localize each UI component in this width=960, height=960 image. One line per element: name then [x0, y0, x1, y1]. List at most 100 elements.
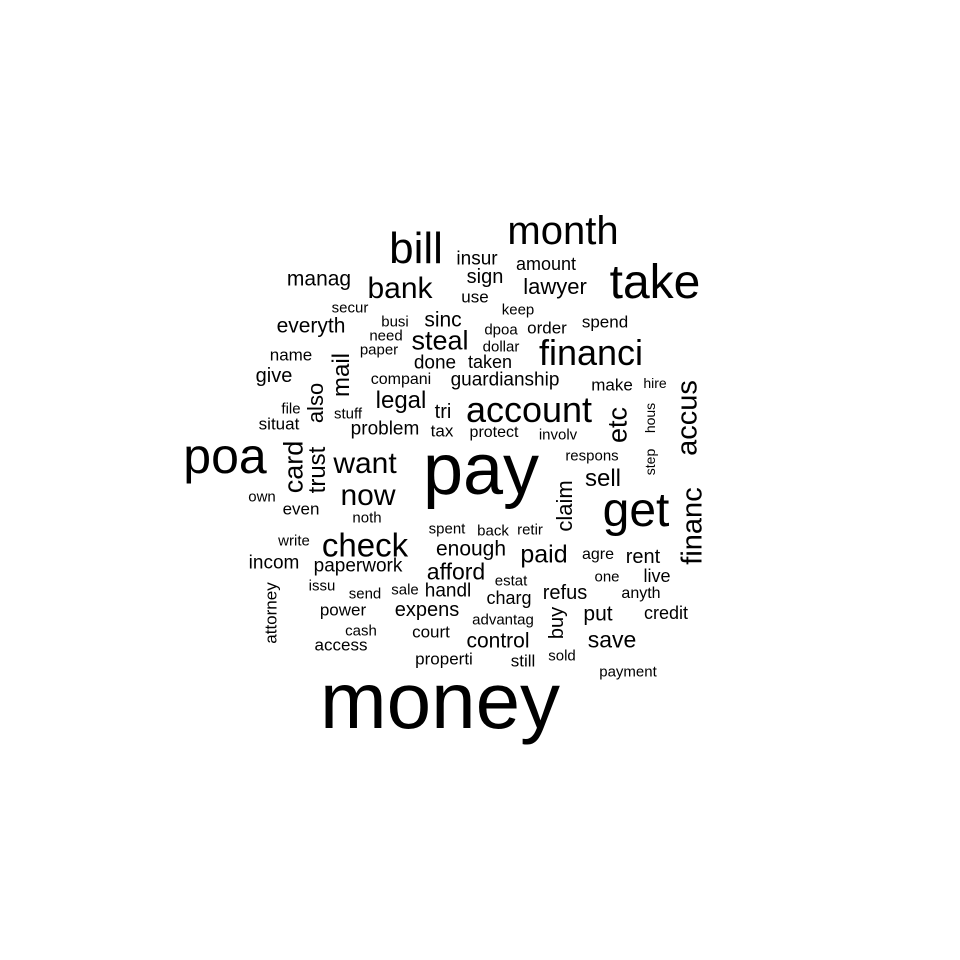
- word-one: one: [594, 568, 620, 586]
- word-now: now: [340, 479, 396, 512]
- word-take: take: [609, 256, 701, 309]
- word-claim: claim: [552, 480, 577, 532]
- word-payment: payment: [599, 663, 657, 681]
- word-want: want: [333, 447, 397, 480]
- word-tri: tri: [434, 401, 452, 423]
- word-spend: spend: [581, 312, 629, 332]
- word-write: write: [278, 532, 310, 550]
- word-anyth: anyth: [621, 585, 661, 602]
- word-trust: trust: [304, 446, 331, 494]
- word-also: also: [303, 382, 328, 424]
- word-guardianship: guardianship: [450, 369, 560, 391]
- word-lawyer: lawyer: [523, 274, 587, 299]
- word-problem: problem: [350, 418, 420, 440]
- word-sinc: sinc: [424, 308, 462, 332]
- word-paperwork: paperwork: [313, 555, 403, 577]
- word-account: account: [465, 389, 593, 430]
- word-sold: sold: [548, 647, 576, 665]
- word-money: money: [319, 656, 561, 745]
- word-afford: afford: [426, 558, 486, 585]
- word-file: file: [281, 400, 301, 418]
- word-power: power: [319, 600, 367, 620]
- word-stuff: stuff: [333, 405, 363, 423]
- word-manag: manag: [286, 267, 352, 291]
- word-incom: incom: [248, 552, 300, 574]
- word-accus: accus: [671, 380, 704, 456]
- word-need: need: [369, 327, 403, 345]
- word-use: use: [461, 287, 489, 307]
- word-advantag: advantag: [472, 611, 534, 629]
- word-own: own: [248, 488, 276, 506]
- word-step: step: [642, 448, 658, 476]
- word-bill: bill: [389, 224, 443, 273]
- word-still: still: [510, 651, 536, 671]
- word-access: access: [314, 635, 368, 655]
- word-tax: tax: [430, 421, 454, 441]
- word-everyth: everyth: [276, 314, 346, 338]
- word-respons: respons: [565, 447, 619, 465]
- word-mail: mail: [328, 352, 355, 398]
- word-paid: paid: [520, 540, 568, 569]
- word-credit: credit: [643, 603, 689, 623]
- word-back: back: [477, 522, 509, 540]
- word-hous: hous: [642, 402, 658, 434]
- word-even: even: [282, 499, 320, 519]
- word-involv: involv: [538, 426, 578, 444]
- word-paper: paper: [359, 341, 399, 359]
- word-sign: sign: [466, 266, 504, 288]
- word-hire: hire: [643, 375, 667, 391]
- word-financi: financi: [538, 332, 644, 373]
- word-attorney: attorney: [261, 582, 281, 644]
- word-amount: amount: [515, 254, 577, 274]
- word-refus: refus: [542, 582, 588, 604]
- word-get: get: [602, 484, 670, 537]
- word-control: control: [466, 629, 530, 653]
- word-poa: poa: [183, 428, 267, 484]
- word-sale: sale: [391, 581, 419, 599]
- word-financ: financ: [676, 487, 709, 565]
- word-situat: situat: [258, 414, 300, 434]
- word-check: check: [321, 526, 409, 564]
- word-bank: bank: [367, 272, 433, 305]
- word-steal: steal: [411, 325, 469, 356]
- word-spent: spent: [428, 520, 466, 538]
- word-name: name: [269, 345, 313, 365]
- word-insur: insur: [456, 248, 498, 270]
- word-dpoa: dpoa: [484, 321, 518, 339]
- word-dollar: dollar: [482, 338, 520, 356]
- word-sell: sell: [584, 465, 622, 492]
- word-charg: charg: [486, 588, 532, 608]
- word-rent: rent: [625, 546, 661, 568]
- word-busi: busi: [381, 313, 409, 331]
- word-pay: pay: [422, 430, 540, 510]
- word-issu: issu: [308, 577, 336, 595]
- word-legal: legal: [375, 387, 427, 414]
- word-etc: etc: [602, 406, 633, 444]
- word-put: put: [583, 602, 613, 626]
- word-buy: buy: [546, 606, 568, 640]
- word-court: court: [412, 622, 450, 642]
- word-compani: compani: [370, 371, 432, 388]
- word-send: send: [348, 585, 382, 603]
- word-live: live: [643, 566, 671, 586]
- word-expens: expens: [394, 599, 460, 621]
- word-secur: secur: [331, 299, 369, 317]
- word-properti: properti: [415, 649, 473, 669]
- word-month: month: [507, 209, 619, 253]
- word-protect: protect: [469, 424, 519, 441]
- word-agre: agre: [581, 546, 615, 563]
- word-retir: retir: [517, 521, 543, 539]
- word-noth: noth: [352, 509, 382, 527]
- word-give: give: [255, 365, 293, 387]
- word-order: order: [527, 318, 567, 338]
- word-save: save: [587, 626, 637, 653]
- word-taken: taken: [467, 352, 513, 372]
- word-keep: keep: [501, 301, 535, 319]
- word-done: done: [413, 352, 457, 374]
- word-estat: estat: [494, 572, 528, 590]
- word-handl: handl: [424, 580, 472, 602]
- word-cash: cash: [345, 622, 377, 640]
- word-make: make: [591, 375, 633, 395]
- word-enough: enough: [435, 537, 507, 561]
